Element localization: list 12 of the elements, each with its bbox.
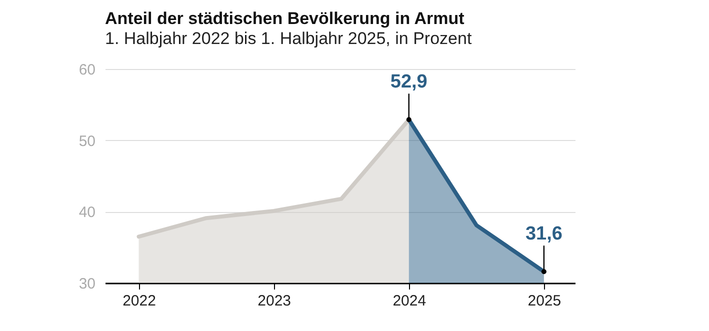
x-tick-label: 2025 (528, 292, 562, 310)
y-tick-label: 60 (78, 62, 96, 78)
chart-subtitle: 1. Halbjahr 2022 bis 1. Halbjahr 2025, in Prozent (105, 29, 472, 48)
y-tick-label: 50 (78, 132, 96, 150)
x-tick-label: 2022 (122, 292, 156, 310)
x-tick-label: 2024 (392, 292, 426, 310)
annotation: 31,6 (525, 224, 562, 245)
y-tick-label: 40 (78, 204, 96, 222)
annotation: 52,9 (390, 72, 428, 93)
y-tick-label: 30 (78, 276, 96, 292)
x-tick-label: 2023 (258, 292, 292, 310)
chart-title: Anteil der städtischen Bevölkerung in Armut (105, 9, 465, 28)
